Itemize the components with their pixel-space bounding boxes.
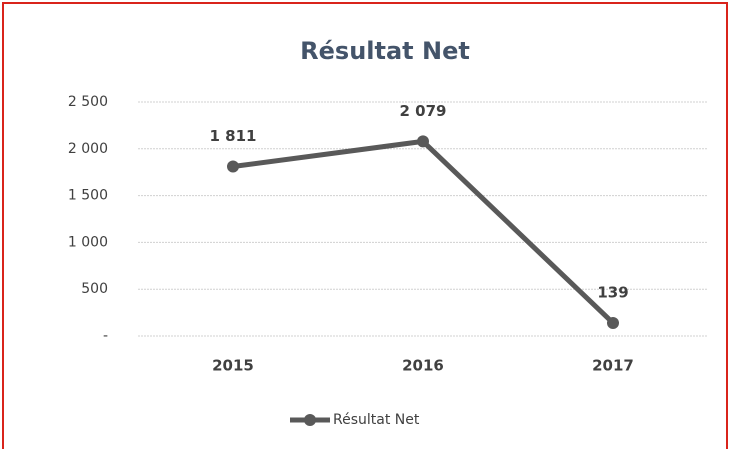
y-tick-label: 1 000 — [68, 234, 108, 250]
legend-label: Résultat Net — [333, 412, 420, 428]
point — [417, 135, 429, 148]
y-tick-label: 2 500 — [68, 94, 108, 110]
point — [227, 160, 239, 173]
y-tick-label: - — [103, 328, 108, 344]
x-tick-label: 2017 — [592, 357, 634, 375]
legend-marker — [304, 414, 316, 426]
data-label: 2 079 — [400, 102, 447, 120]
y-tick-label: 500 — [81, 281, 108, 297]
x-tick-label: 2016 — [402, 357, 444, 375]
x-tick-label: 2015 — [212, 357, 254, 375]
y-tick-label: 1 500 — [68, 188, 108, 204]
point — [607, 316, 619, 329]
data-label: 1 811 — [210, 127, 257, 145]
y-tick-label: 2 000 — [68, 141, 108, 157]
chart-title: Résultat Net — [300, 37, 470, 65]
data-label: 139 — [597, 283, 628, 301]
